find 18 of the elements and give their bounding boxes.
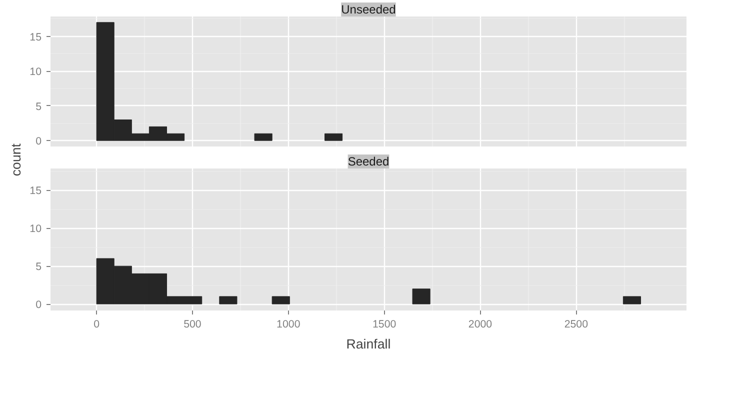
x-tick-label: 1000 bbox=[276, 318, 300, 330]
y-tick-label: 5 bbox=[36, 100, 42, 113]
y-tick-label: 5 bbox=[36, 261, 42, 274]
y-tick-label: 10 bbox=[30, 223, 42, 236]
x-tick-label: 500 bbox=[184, 318, 202, 330]
chart-title: Unseeded bbox=[341, 2, 396, 16]
y-axis-title: count bbox=[8, 143, 24, 176]
chart-title: Seeded bbox=[348, 154, 390, 168]
y-tick-label: 10 bbox=[30, 66, 42, 78]
x-tick-label: 2000 bbox=[468, 318, 492, 330]
y-tick-label: 0 bbox=[36, 299, 42, 312]
x-axis-title: Rainfall bbox=[346, 336, 391, 352]
x-tick-label: 1500 bbox=[372, 318, 396, 330]
y-tick-label: 0 bbox=[36, 136, 42, 148]
x-tick-label: 2500 bbox=[564, 318, 588, 330]
y-tick-label: 15 bbox=[30, 31, 42, 44]
y-tick-label: 15 bbox=[30, 185, 42, 198]
x-tick-label: 0 bbox=[94, 318, 100, 330]
